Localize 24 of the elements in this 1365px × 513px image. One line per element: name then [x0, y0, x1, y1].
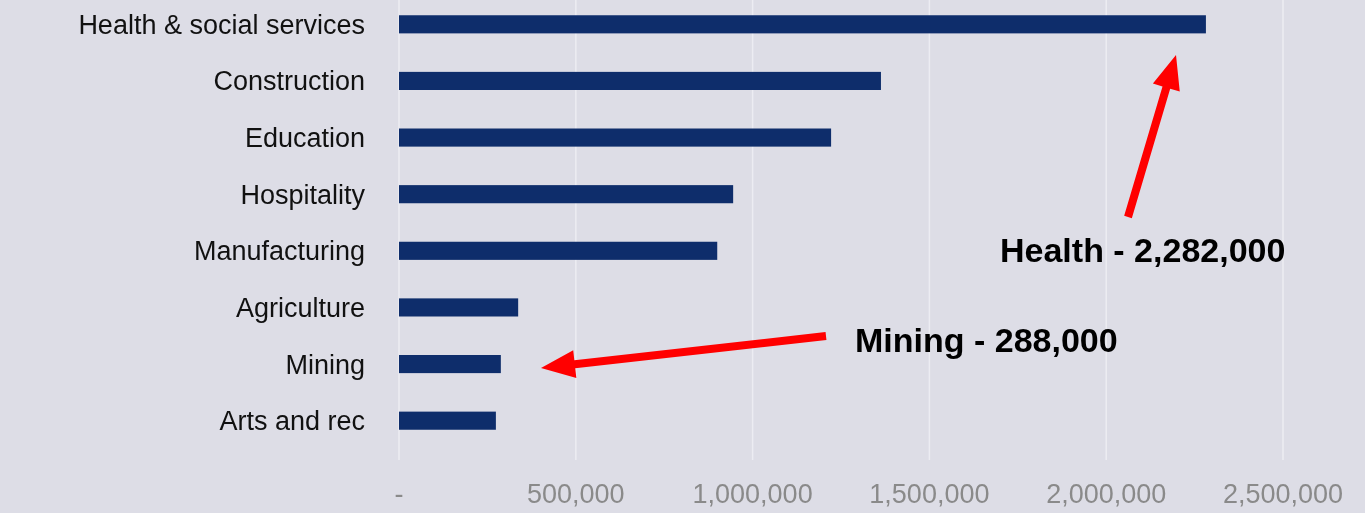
annotation: Health - 2,282,000 — [1000, 231, 1286, 269]
x-tick-label: 500,000 — [527, 479, 625, 509]
bar — [399, 298, 519, 317]
y-tick-label: Construction — [213, 66, 365, 97]
y-tick-label: Health & social services — [78, 9, 365, 40]
y-tick-label: Mining — [285, 349, 365, 380]
bar — [399, 241, 718, 260]
y-tick-label: Hospitality — [240, 179, 366, 210]
x-tick-label: 2,500,000 — [1222, 479, 1344, 509]
bar — [399, 71, 881, 90]
bar — [399, 185, 734, 204]
annotation: Mining - 288,000 — [855, 321, 1118, 359]
bar — [399, 411, 496, 430]
bar — [399, 15, 1206, 34]
x-tick-label: 2,000,000 — [1046, 479, 1167, 509]
bar — [399, 128, 832, 147]
x-tick-label: - — [394, 479, 404, 509]
x-tick-label: 1,500,000 — [869, 479, 990, 509]
y-tick-label: Agriculture — [235, 292, 365, 323]
y-tick-label: Manufacturing — [193, 236, 365, 267]
x-tick-label: 1,000,000 — [692, 479, 813, 509]
bar — [399, 355, 501, 374]
y-tick-label: Arts and rec — [219, 406, 365, 437]
y-tick-label: Education — [244, 123, 365, 154]
